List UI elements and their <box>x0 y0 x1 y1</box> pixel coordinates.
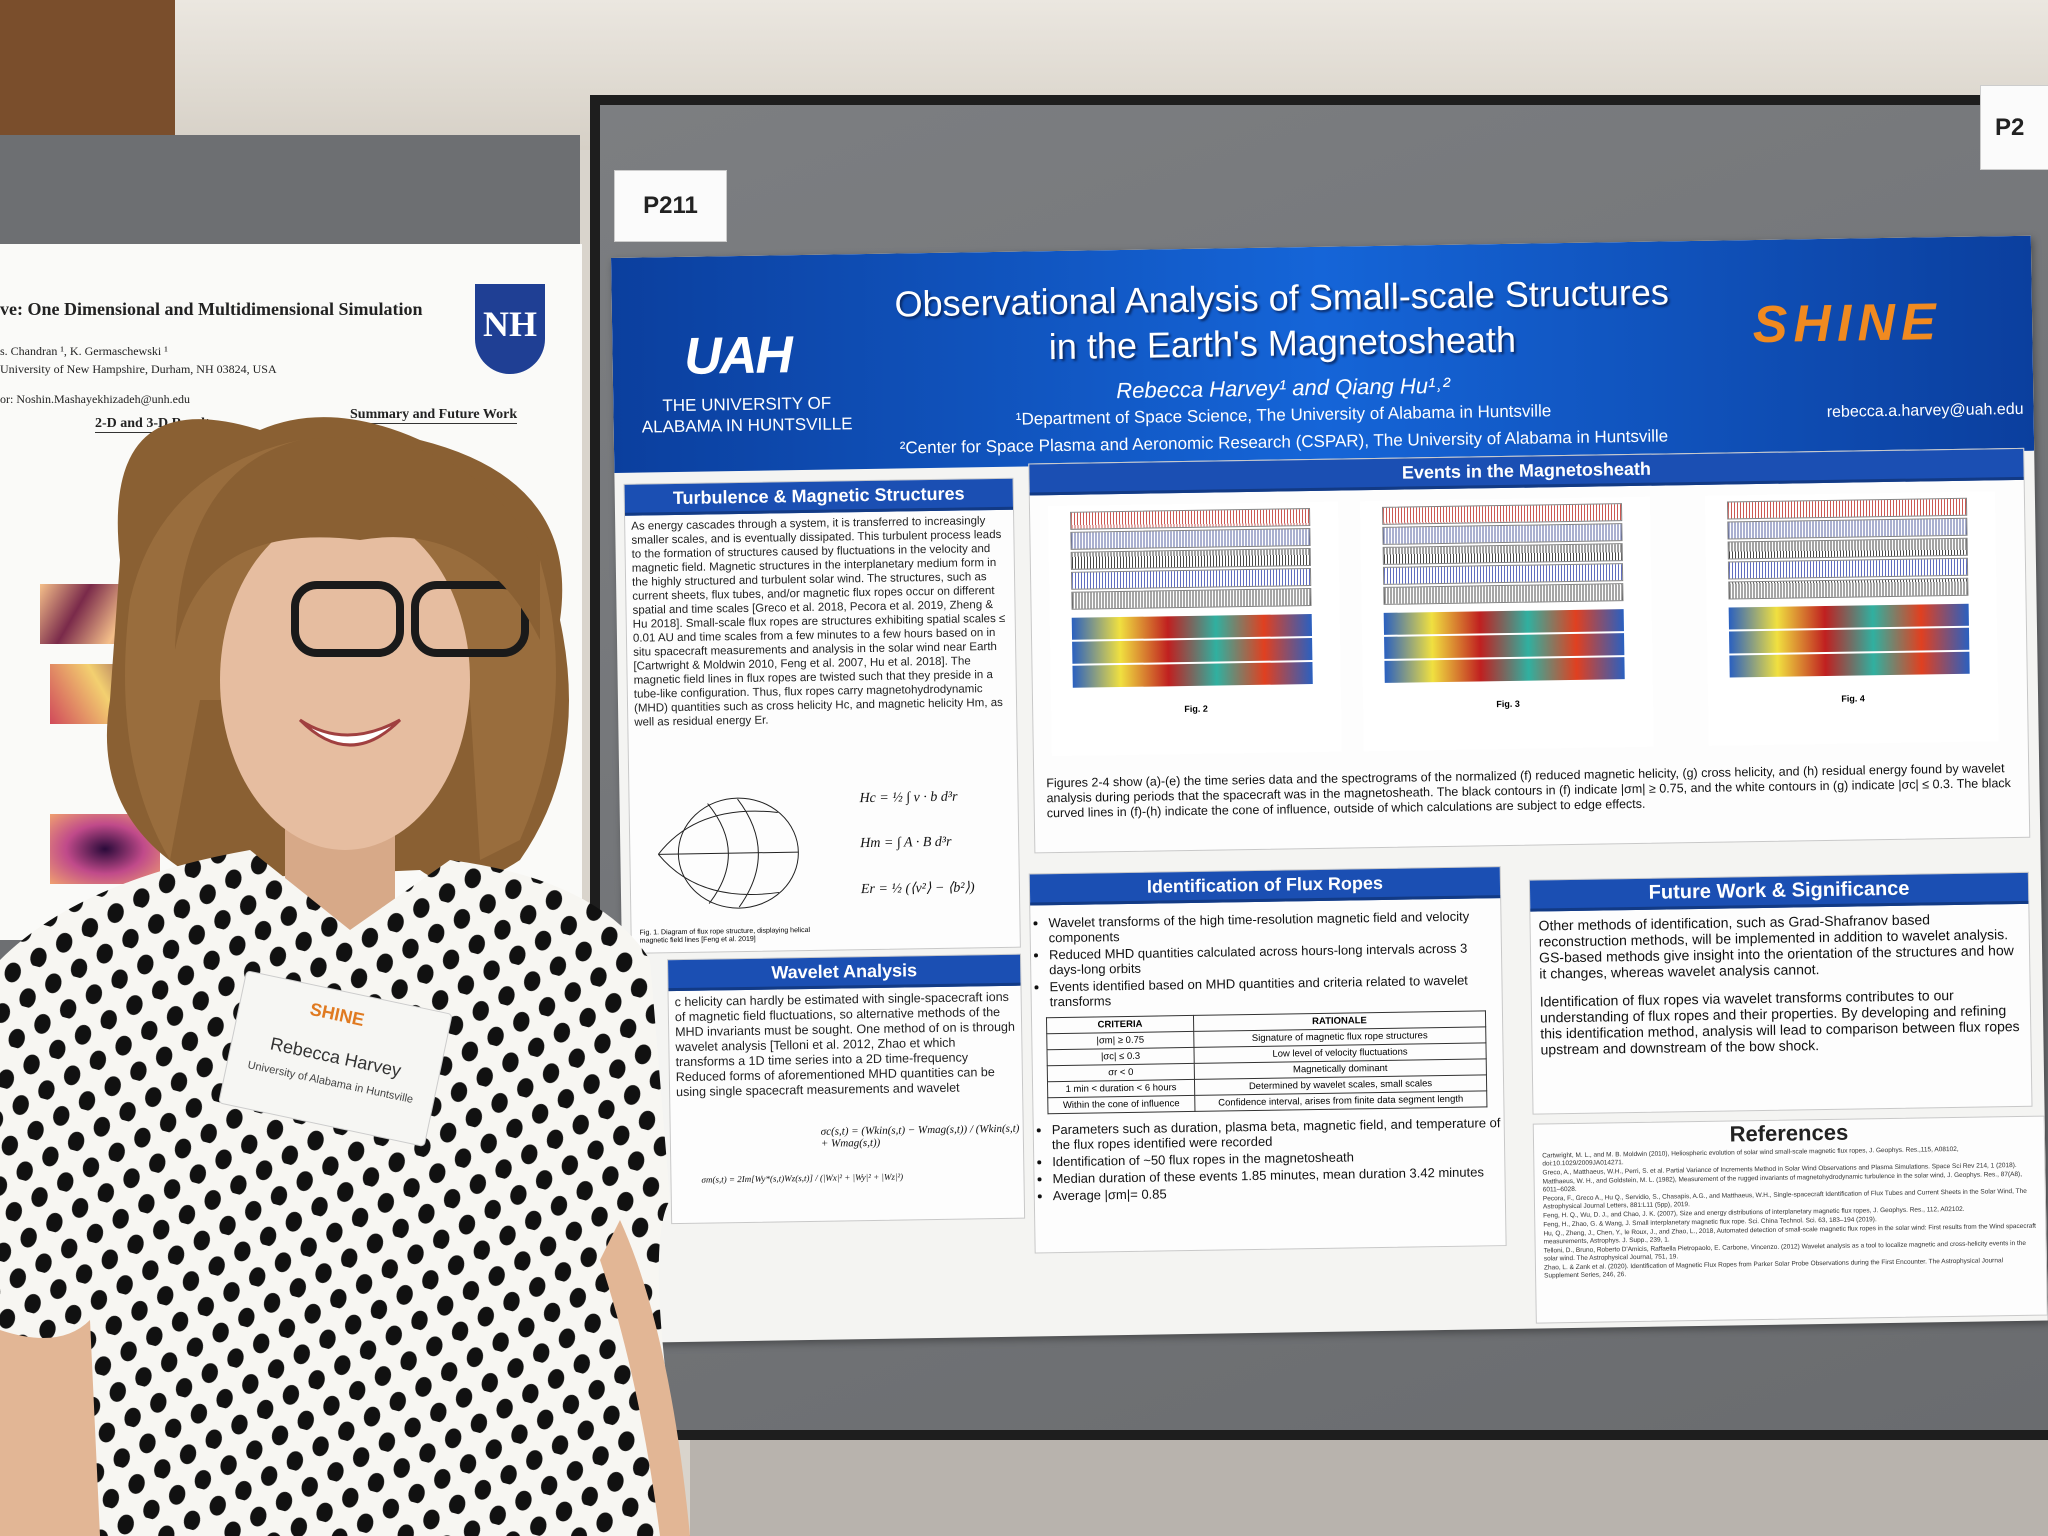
wall-panel <box>0 0 175 160</box>
spectrogram <box>1071 614 1313 640</box>
panel: Turbulence & Magnetic Structures As ener… <box>623 477 1021 954</box>
panel: Future Work & Significance Other methods… <box>1528 871 2033 1115</box>
board-label: P211 <box>614 170 727 242</box>
figure-label: Fig. 2 <box>1184 703 1208 715</box>
figure-label: Fig. 4 <box>1841 693 1865 704</box>
paragraph: c helicity can hardly be estimated with … <box>674 989 1016 1100</box>
time-series-panel <box>1382 543 1623 565</box>
poster: UAH THE UNIVERSITY OF ALABAMA IN HUNTSVI… <box>611 235 2048 1343</box>
table-cell: Within the cone of influence <box>1047 1095 1195 1114</box>
bullet-list: Wavelet transforms of the high time-reso… <box>1030 908 1501 1010</box>
time-series-panel <box>1726 497 1968 520</box>
time-series-panel <box>1727 557 1969 580</box>
panel: Identification of Flux Ropes Wavelet tra… <box>1028 866 1507 1254</box>
figure: Fig. 2 <box>1047 501 1342 757</box>
table-cell: Confidence interval, arises from finite … <box>1194 1090 1487 1112</box>
equation: σm(s,t) = 2Im[Wy*(s,t)Wz(s,t)] / (|Wx|² … <box>701 1171 904 1185</box>
diagram-line <box>657 798 780 908</box>
floor <box>690 1440 2048 1536</box>
poster-affiliation: University of New Hampshire, Durham, NH … <box>0 362 277 376</box>
uah-logo: UAH <box>683 326 792 386</box>
board-label: P2 <box>1980 85 2048 170</box>
section-heading: 2-D and 3-D Results <box>95 416 216 433</box>
criteria-table: CRITERIA RATIONALE |σm| ≥ 0.75 Signature of… <box>1046 1010 1487 1114</box>
spectrogram <box>1072 638 1313 664</box>
bullet: Events identified based on MHD quantitie… <box>1049 972 1501 1010</box>
paragraph: As energy cascades through a system, it … <box>631 515 1006 729</box>
time-series-panel <box>1382 563 1624 585</box>
bullet: Wavelet transforms of the high time-reso… <box>1048 908 1500 946</box>
poster-header: UAH THE UNIVERSITY OF ALABAMA IN HUNTSVI… <box>611 235 2035 473</box>
poster-authors: s. Chandran ¹, K. Germaschewski ¹ <box>0 344 168 358</box>
poster-title: ve: One Dimensional and Multidimensional… <box>0 299 423 319</box>
figure-label: Fig. 3 <box>1496 698 1520 710</box>
spectrogram <box>1729 627 1970 654</box>
time-series-panel <box>1070 508 1311 530</box>
time-series-panel <box>1727 537 1968 560</box>
spectrogram <box>1384 633 1625 659</box>
contact-email: rebecca.a.harvey@uah.edu <box>1826 400 2024 421</box>
spectrogram <box>1383 609 1624 635</box>
paragraph: Identification of flux ropes via wavelet… <box>1539 987 2020 1058</box>
bullet: Parameters such as duration, plasma beta… <box>1052 1115 1504 1152</box>
time-series-panel <box>1728 577 1969 600</box>
panel: Wavelet Analysis c helicity can hardly b… <box>667 953 1026 1225</box>
bullet-list: Parameters such as duration, plasma beta… <box>1034 1115 1505 1203</box>
equation: Hm = ∫ A · B d³r <box>860 834 952 852</box>
bullet: Reduced MHD quantities calculated across… <box>1049 940 1501 978</box>
figure: Fig. 3 <box>1359 496 1654 752</box>
poster-email: or: Noshin.Mashayekhizadeh@unh.edu <box>0 392 191 406</box>
figure: Fig. 4 <box>1704 491 1999 746</box>
paragraph: Other methods of identification, such as… <box>1538 911 2014 982</box>
time-series-panel <box>1727 517 1968 540</box>
panel: References Cartwright, M. L., and M. B. … <box>1532 1115 2048 1324</box>
section-heading: Identification of Flux Ropes <box>1029 867 1501 906</box>
equation: σc(s,t) = (Wkin(s,t) − Wmag(s,t)) / (Wki… <box>820 1122 1020 1150</box>
plot <box>40 584 160 644</box>
time-series-panel <box>1071 588 1312 610</box>
spectrogram <box>1728 603 1969 630</box>
figure-caption: Figures 2-4 show (a)-(e) the time series… <box>1046 761 2011 821</box>
section-heading: Summary and Future Work <box>350 407 518 424</box>
neighbor-poster: ve: One Dimensional and Multidimensional… <box>0 244 582 940</box>
equation: Er = ½ (⟨v²⟩ − ⟨b²⟩) <box>860 880 975 898</box>
plot <box>50 664 160 724</box>
figure-caption: Fig. 1. Diagram of flux rope structure, … <box>639 926 811 945</box>
spectrogram <box>1384 657 1625 683</box>
time-series-panel <box>1070 548 1311 570</box>
panel: Events in the Magnetosheath Fig. 2 Fig. 3… <box>1028 447 2031 854</box>
equation: Hc = ½ ∫ v · b d³r <box>859 789 958 807</box>
spectrogram <box>1729 651 1970 678</box>
time-series-panel <box>1382 503 1623 525</box>
unh-logo: NH <box>475 284 545 374</box>
shine-logo: SHINE <box>1752 293 1943 355</box>
spectrogram <box>1072 662 1313 688</box>
time-series-panel <box>1070 528 1311 550</box>
uah-name: THE UNIVERSITY OF ALABAMA IN HUNTSVILLE <box>641 393 853 437</box>
time-series-panel <box>1383 583 1624 605</box>
flux-rope-diagram <box>657 797 799 909</box>
plot <box>50 814 160 884</box>
time-series-panel <box>1070 568 1312 590</box>
time-series-panel <box>1382 523 1623 545</box>
